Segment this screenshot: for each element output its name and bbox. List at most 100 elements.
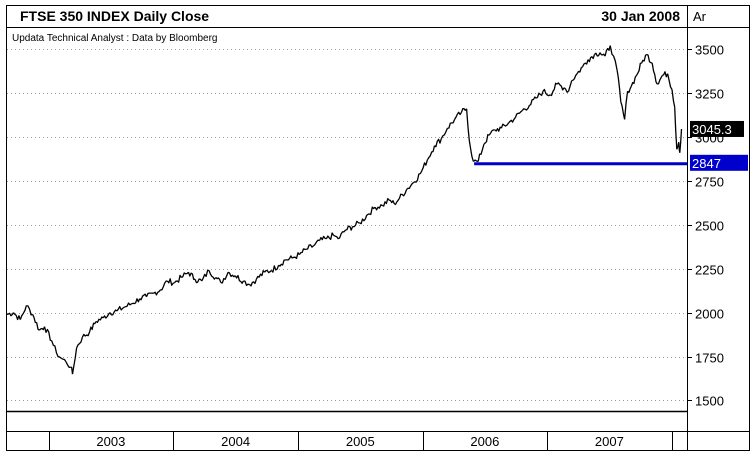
series-segment — [109, 309, 118, 316]
current-value-label: 3045.3 — [692, 122, 732, 137]
series-segment — [508, 117, 516, 124]
series-segment — [208, 270, 217, 280]
series-segment — [627, 85, 632, 94]
series-segment — [166, 278, 175, 286]
series-segment — [278, 259, 286, 267]
series-segment — [612, 55, 618, 71]
series-segment — [434, 138, 442, 148]
series-segment — [71, 347, 78, 375]
series-segment — [468, 140, 475, 162]
y-tick-label: 2000 — [695, 307, 724, 322]
series-segment — [521, 105, 530, 111]
series-segment — [160, 280, 168, 291]
y-tick-label: 3250 — [695, 87, 724, 102]
series-segment — [19, 305, 28, 320]
series-segment — [270, 264, 280, 273]
series-segment — [406, 182, 414, 191]
series-segment — [333, 234, 339, 240]
series-segment — [201, 269, 210, 282]
series-segment — [571, 73, 578, 82]
series-segment — [674, 107, 678, 150]
y-tick-label: 2500 — [695, 219, 724, 234]
series-segment — [460, 107, 468, 113]
series-segment — [88, 321, 97, 333]
current-value-box — [690, 120, 744, 137]
series-segment — [576, 66, 584, 75]
series-segment — [382, 197, 390, 207]
x-tick-label: 2005 — [346, 434, 375, 449]
series-segment — [215, 277, 222, 283]
x-tick-label: 2003 — [96, 434, 125, 449]
series-segment — [116, 305, 125, 312]
series-segment — [609, 45, 615, 57]
series-segment — [542, 88, 551, 97]
grid — [7, 49, 687, 401]
series-segment — [95, 316, 104, 324]
series-segment — [488, 129, 495, 136]
series-segment — [60, 357, 67, 363]
y-tick-label: 1750 — [695, 351, 724, 366]
series-segment — [666, 73, 673, 90]
support-value-label: 2847 — [692, 156, 721, 171]
series-segment — [567, 80, 573, 92]
y-tick-label: 3500 — [695, 43, 724, 58]
series-segment — [76, 337, 84, 349]
series-segment — [6, 312, 15, 317]
series-segment — [43, 326, 52, 342]
series-segment — [227, 271, 236, 278]
x-tick-label: 2006 — [470, 434, 499, 449]
support-value-box — [690, 154, 748, 171]
series-segment — [641, 53, 648, 64]
x-axis: 2003 2004 2005 2006 2007 — [49, 431, 673, 450]
series-segment — [264, 269, 272, 274]
series-segment — [181, 271, 189, 279]
series-segment — [398, 189, 408, 199]
y-tick-label: 2750 — [695, 175, 724, 190]
series-segment — [220, 271, 229, 284]
series-segment — [291, 252, 300, 260]
series-segment — [556, 82, 565, 91]
series-segment — [187, 271, 196, 280]
y-tick-label: 1500 — [695, 394, 724, 409]
series-segment — [599, 52, 606, 57]
series-segment — [32, 314, 40, 331]
series-segment — [529, 96, 537, 106]
series-segment — [374, 204, 383, 211]
series-segment — [81, 331, 91, 338]
series-segment — [389, 199, 395, 204]
x-tick-label: 2007 — [595, 434, 624, 449]
series-segment — [145, 292, 154, 298]
series-segment — [139, 293, 148, 301]
chart-subtitle: Updata Technical Analyst : Data by Bloom… — [12, 33, 218, 44]
x-tick-label: 2004 — [221, 434, 250, 449]
series-segment — [494, 126, 502, 132]
series-segment — [249, 278, 258, 287]
series-segment — [465, 108, 470, 141]
series-segment — [679, 128, 683, 153]
series-segment — [616, 70, 622, 102]
series-segment — [657, 75, 663, 85]
series-segment — [646, 53, 653, 64]
series-segment — [318, 235, 327, 241]
series-segment — [337, 229, 346, 240]
series-segment — [153, 289, 162, 296]
series-segment — [312, 239, 320, 247]
series-segment — [65, 361, 71, 369]
series-segment — [55, 352, 62, 359]
series-segment — [234, 274, 244, 284]
series-segment — [440, 127, 449, 140]
axis-corner-label: Ar — [693, 9, 707, 24]
series-segment — [563, 87, 569, 93]
series-segment — [549, 82, 558, 97]
series-segment — [620, 101, 626, 120]
series-segment — [587, 54, 596, 63]
series-segment — [594, 52, 601, 57]
series-segment — [51, 340, 58, 354]
series-segment — [325, 232, 335, 241]
series-segment — [419, 159, 429, 175]
series-segment — [500, 122, 510, 129]
series-segment — [174, 274, 182, 284]
series-segment — [662, 71, 669, 78]
series-segment — [131, 298, 141, 305]
